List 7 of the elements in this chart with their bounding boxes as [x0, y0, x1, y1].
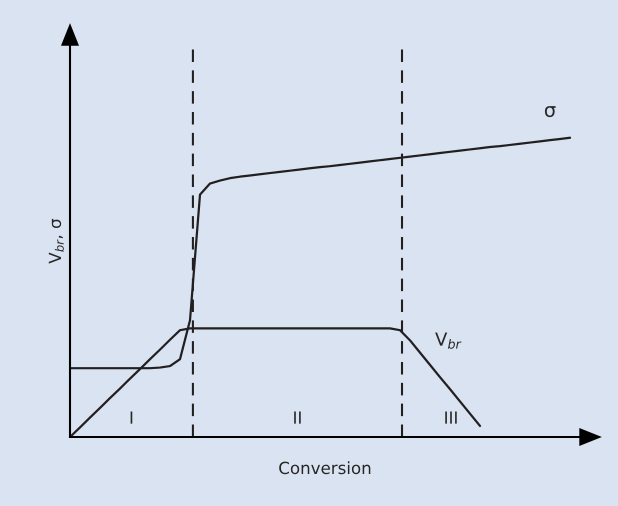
- annotation: II: [294, 411, 301, 424]
- x-axis-title: Conversion: [279, 461, 370, 474]
- series-label: σ: [544, 106, 556, 118]
- annotation: I: [130, 411, 132, 424]
- y-axis-title: V$_{br}$, σ: [48, 218, 64, 264]
- annotation: III: [445, 411, 457, 424]
- series-label: V$_{br}$: [435, 332, 462, 349]
